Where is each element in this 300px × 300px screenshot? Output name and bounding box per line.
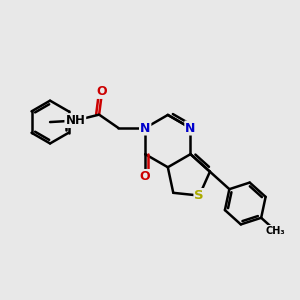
Text: CH₃: CH₃ [266,226,285,236]
Text: N: N [185,122,196,134]
Text: S: S [194,189,204,202]
Text: NH: NH [65,114,85,127]
Text: N: N [140,122,150,134]
Text: O: O [140,170,151,183]
Text: O: O [97,85,107,98]
